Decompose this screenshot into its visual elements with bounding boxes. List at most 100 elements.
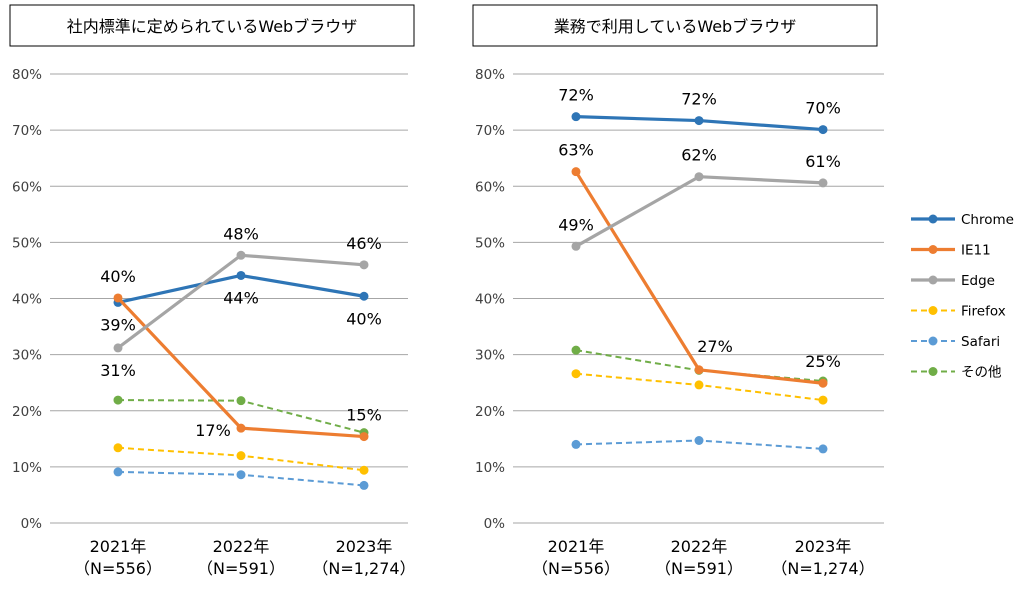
legend-marker-edge [928,275,938,285]
data-point-edge [113,343,123,353]
data-label: 27% [697,337,733,356]
x-tick-sublabel: （N=1,274） [312,559,415,578]
data-point-safari [359,480,369,490]
data-point-chrome [694,116,704,126]
data-point-ie11 [571,167,581,177]
y-tick-label: 70% [12,123,42,139]
series-line-edge [575,175,824,248]
data-label: 31% [100,361,136,380]
data-label: 39% [100,315,136,334]
y-tick-label: 80% [475,67,505,83]
legend-label-chrome: Chrome [961,212,1014,228]
data-point-firefox [359,465,369,475]
x-tick-label: 2022年 [213,537,270,556]
data-point-chrome [571,112,581,122]
y-tick-label: 60% [12,179,42,195]
y-tick-label: 30% [475,348,505,364]
data-point-firefox [113,443,123,453]
chart-panel-1: 社内標準に定められているWebブラウザ 0% 10% 20% 30% 40% 50% 60% 7… [9,4,416,578]
chart-title: 社内標準に定められているWebブラウザ [67,17,357,36]
y-tick-label: 10% [475,460,505,476]
data-label: 46% [346,234,382,253]
data-label: 40% [346,309,382,328]
x-tick-label: 2021年 [90,537,147,556]
data-point-firefox [571,369,581,379]
x-tick-sublabel: （N=1,274） [771,559,874,578]
y-tick-label: 20% [475,404,505,420]
chart-title: 業務で利用しているWebブラウザ [554,17,796,36]
x-tick-label: 2022年 [671,537,728,556]
legend-label-firefox: Firefox [961,304,1006,320]
data-point-ie11 [359,432,369,442]
data-point-firefox [694,380,704,390]
data-label: 25% [805,352,841,371]
data-point-edge [818,178,828,188]
data-label: 49% [558,215,594,234]
y-tick-label: 50% [475,235,505,251]
legend-marker-firefox [928,306,938,315]
y-tick-label: 10% [12,460,42,476]
x-tick-sublabel: （N=591） [197,559,285,578]
x-tick-label: 2023年 [336,537,393,556]
y-tick-label: 80% [12,67,42,83]
data-point-chrome [236,270,246,280]
data-label: 63% [558,141,594,160]
legend-label-safari: Safari [961,334,1000,350]
data-label: 61% [805,152,841,171]
chart-legend: Chrome IE11 Edge Firefox Safari その他 [911,212,1014,381]
data-point-chrome [359,291,369,301]
data-point-edge [236,250,246,260]
data-point-ie11 [818,378,828,388]
legend-label-edge: Edge [961,273,995,289]
y-tick-label: 40% [12,292,42,308]
x-tick-sublabel: （N=591） [655,559,743,578]
legend-label-ie11: IE11 [961,243,991,259]
data-label: 17% [195,421,231,440]
y-tick-label: 40% [475,292,505,308]
data-point-safari [571,439,581,449]
data-label: 40% [100,267,136,286]
data-point-ie11 [113,293,123,303]
legend-marker-ie11 [928,245,938,254]
x-tick-label: 2021年 [548,537,605,556]
y-tick-label: 20% [12,404,42,420]
y-tick-label: 0% [484,516,506,532]
legend-label-other: その他 [961,365,1002,381]
data-point-edge [694,172,704,182]
data-point-firefox [236,451,246,461]
data-point-other [113,395,123,405]
data-label: 72% [681,90,717,109]
data-label: 15% [346,406,382,425]
data-point-firefox [818,395,828,405]
x-tick-sublabel: （N=556） [74,559,162,578]
data-point-chrome [818,125,828,135]
data-point-safari [818,444,828,454]
legend-marker-other [928,367,938,376]
data-point-edge [571,241,581,251]
data-label: 70% [805,99,841,118]
y-tick-label: 60% [475,179,505,195]
data-point-safari [113,467,123,477]
x-tick-sublabel: （N=556） [532,559,620,578]
y-tick-label: 70% [475,123,505,139]
data-point-ie11 [236,423,246,433]
legend-marker-safari [928,336,938,346]
data-label: 62% [681,146,717,165]
y-tick-label: 50% [12,235,42,251]
data-point-safari [694,435,704,445]
data-point-other [236,396,246,406]
chart-panel-2: 業務で利用しているWebブラウザ 0% 10% 20% 30% 40% 50% 60% 70% 8… [472,4,884,578]
data-point-safari [236,470,246,480]
data-point-edge [359,260,369,270]
data-point-other [571,345,581,355]
y-tick-label: 30% [12,348,42,364]
data-label: 48% [223,224,259,243]
chart-title-box [9,4,415,47]
data-label: 72% [558,86,594,105]
y-tick-label: 0% [21,516,43,532]
data-label: 44% [223,288,259,307]
chart-title-box [472,4,878,47]
legend-marker-chrome [928,214,938,224]
